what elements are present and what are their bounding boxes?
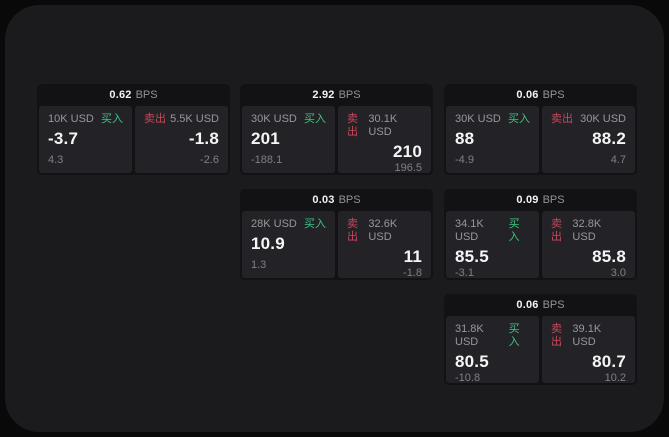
sell-price: 80.7 (592, 352, 626, 371)
sell-price: 210 (393, 142, 422, 161)
sell-panel[interactable]: 卖出 32.6K USD 11 -1.8 (338, 211, 431, 279)
sell-amount: 30.1K USD (368, 113, 398, 138)
buy-amount: 31.8K USD (455, 323, 484, 348)
sell-price: 11 (403, 247, 422, 266)
buy-price: 88 (455, 129, 475, 148)
buy-panel[interactable]: 30K USD 买入 88 -4.9 (446, 106, 539, 173)
buy-price: 85.5 (455, 247, 489, 266)
sell-amount: 32.8K USD (572, 218, 602, 243)
buy-price: 201 (251, 129, 280, 148)
sell-panel[interactable]: 卖出 5.5K USD -1.8 -2.6 (135, 106, 228, 173)
spread-value: 0.03 (312, 194, 335, 206)
sell-side-label[interactable]: 卖出 (551, 323, 562, 348)
buy-panel[interactable]: 34.1K USD 买入 85.5 -3.1 (446, 211, 539, 279)
buy-change: 1.3 (251, 259, 267, 271)
spread-unit: BPS (338, 194, 361, 206)
buy-change: -3.1 (455, 267, 474, 279)
spread-header: 0.06 BPS (444, 84, 637, 106)
buy-amount: 30K USD (251, 113, 297, 125)
spread-header: 0.03 BPS (240, 189, 433, 211)
quote-card: 0.62 BPS 10K USD 买入 -3.7 4.3 卖出 5.5K USD… (37, 84, 230, 175)
quote-card: 0.03 BPS 28K USD 买入 10.9 1.3 卖出 32.6K US… (240, 189, 433, 280)
sell-price: -1.8 (188, 129, 219, 148)
sell-side-label[interactable]: 卖出 (347, 218, 358, 243)
sell-side-label[interactable]: 卖出 (347, 113, 358, 138)
spread-value: 0.06 (516, 89, 539, 101)
sell-panel[interactable]: 卖出 39.1K USD 80.7 10.2 (542, 316, 635, 384)
buy-side-label[interactable]: 买入 (508, 113, 530, 125)
buy-price: -3.7 (48, 129, 79, 148)
spread-unit: BPS (135, 89, 158, 101)
spread-value: 0.06 (516, 299, 539, 311)
sell-side-label[interactable]: 卖出 (144, 113, 166, 125)
buy-panel[interactable]: 10K USD 买入 -3.7 4.3 (39, 106, 132, 173)
quote-card: 2.92 BPS 30K USD 买入 201 -188.1 卖出 30.1K … (240, 84, 433, 175)
spread-unit: BPS (542, 299, 565, 311)
buy-amount: 10K USD (48, 113, 94, 125)
sell-panel[interactable]: 卖出 30K USD 88.2 4.7 (542, 106, 635, 173)
buy-change: -10.8 (455, 372, 481, 384)
spread-unit: BPS (338, 89, 361, 101)
buy-side-label[interactable]: 买入 (304, 218, 326, 230)
quote-card: 0.09 BPS 34.1K USD 买入 85.5 -3.1 卖出 32.8K… (444, 189, 637, 280)
buy-panel[interactable]: 28K USD 买入 10.9 1.3 (242, 211, 335, 278)
sell-amount: 5.5K USD (170, 113, 219, 125)
sell-price: 88.2 (592, 129, 626, 148)
buy-price: 80.5 (455, 352, 489, 371)
buy-price: 10.9 (251, 234, 285, 253)
sell-change: -2.6 (200, 154, 219, 166)
spread-value: 0.09 (516, 194, 539, 206)
quote-card: 0.06 BPS 31.8K USD 买入 80.5 -10.8 卖出 39.1… (444, 294, 637, 385)
quote-card: 0.06 BPS 30K USD 买入 88 -4.9 卖出 30K USD 8… (444, 84, 637, 175)
sell-amount: 30K USD (580, 113, 626, 125)
buy-side-label[interactable]: 买入 (508, 218, 520, 243)
sell-change: -1.8 (403, 267, 422, 279)
spread-value: 0.62 (109, 89, 132, 101)
spread-header: 2.92 BPS (240, 84, 433, 106)
buy-side-label[interactable]: 买入 (508, 323, 520, 348)
buy-amount: 28K USD (251, 218, 297, 230)
sell-side-label[interactable]: 卖出 (551, 113, 573, 125)
buy-change: -188.1 (251, 154, 283, 166)
sell-change: 10.2 (604, 372, 626, 384)
sell-change: 3.0 (610, 267, 626, 279)
sell-price: 85.8 (592, 247, 626, 266)
buy-amount: 34.1K USD (455, 218, 484, 243)
sell-amount: 39.1K USD (572, 323, 602, 348)
spread-header: 0.09 BPS (444, 189, 637, 211)
buy-amount: 30K USD (455, 113, 501, 125)
buy-panel[interactable]: 31.8K USD 买入 80.5 -10.8 (446, 316, 539, 384)
sell-amount: 32.6K USD (368, 218, 398, 243)
buy-change: -4.9 (455, 154, 474, 166)
spread-unit: BPS (542, 89, 565, 101)
spread-header: 0.62 BPS (37, 84, 230, 106)
sell-panel[interactable]: 卖出 32.8K USD 85.8 3.0 (542, 211, 635, 279)
buy-side-label[interactable]: 买入 (304, 113, 326, 125)
sell-panel[interactable]: 卖出 30.1K USD 210 196.5 (338, 106, 431, 174)
spread-header: 0.06 BPS (444, 294, 637, 316)
buy-side-label[interactable]: 买入 (101, 113, 123, 125)
spread-value: 2.92 (312, 89, 335, 101)
spread-unit: BPS (542, 194, 565, 206)
buy-change: 4.3 (48, 154, 64, 166)
sell-side-label[interactable]: 卖出 (551, 218, 562, 243)
sell-change: 4.7 (610, 154, 626, 166)
buy-panel[interactable]: 30K USD 买入 201 -188.1 (242, 106, 335, 173)
sell-change: 196.5 (394, 162, 422, 174)
